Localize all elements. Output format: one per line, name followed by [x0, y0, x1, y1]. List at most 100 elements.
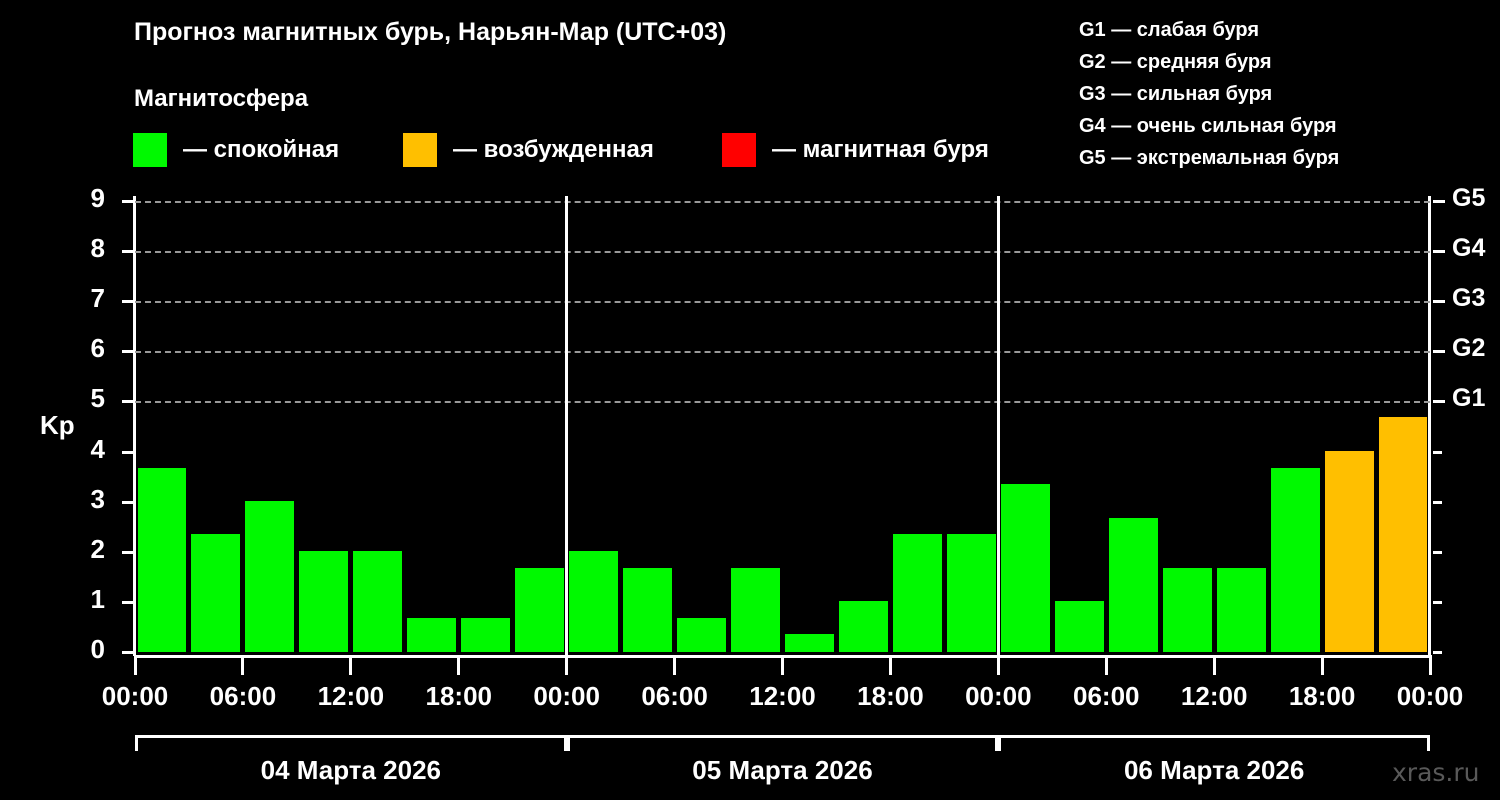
g-label-G5: G5: [1452, 184, 1486, 212]
x-tick-9: [1104, 655, 1108, 675]
day-band-1: [135, 735, 567, 751]
right-minor-tick-8: [1433, 250, 1442, 254]
right-minor-tick-7: [1433, 300, 1442, 304]
x-tick-12: [1428, 655, 1432, 675]
g-label-G2: G2: [1452, 334, 1486, 363]
x-label-9: 06:00: [1073, 681, 1140, 711]
watermark: xras.ru: [1392, 758, 1480, 787]
gridline-kp-9: [135, 201, 1430, 203]
y-tick-4: [122, 450, 134, 454]
g-label-G3: G3: [1452, 284, 1486, 313]
page-title: Прогноз магнитных бурь, Нарьян-Мар (UTC+…: [134, 18, 727, 46]
y-label-2: 2: [90, 533, 105, 564]
bar-day1-0300: [191, 534, 241, 652]
right-minor-tick-2: [1433, 550, 1442, 554]
bar-day3-0300: [1054, 600, 1104, 652]
x-label-2: 12:00: [317, 681, 385, 711]
x-tick-7: [888, 655, 892, 675]
x-label-12: 00:00: [1396, 681, 1464, 711]
gridline-kp-8: [135, 251, 1430, 254]
y-tick-2: [122, 550, 134, 554]
right-minor-tick-4: [1433, 450, 1442, 454]
bar-day3-1500: [1270, 467, 1320, 652]
right-minor-tick-5: [1433, 400, 1442, 404]
legend-swatch-active-icon: [403, 133, 437, 167]
bar-day2-0900: [731, 567, 780, 652]
gridline-kp-5: [135, 401, 1430, 404]
right-minor-tick-9: [1433, 200, 1442, 203]
bar-day2-0000: [569, 550, 619, 652]
y-tick-7: [122, 300, 134, 304]
gscale-legend-line-2: G2 — средняя буря: [1079, 51, 1272, 73]
x-label-4: 00:00: [533, 681, 600, 711]
y-label-6: 6: [90, 333, 105, 364]
right-minor-tick-6: [1433, 350, 1442, 354]
g-label-G1: G1: [1452, 384, 1486, 413]
y-label-9: 9: [90, 183, 105, 213]
bar-day2-2100: [946, 534, 996, 652]
bar-day1-0600: [245, 500, 295, 652]
bar-day2-1200: [785, 634, 834, 652]
x-label-11: 18:00: [1288, 681, 1356, 711]
right-minor-tick-3: [1433, 500, 1442, 504]
gscale-legend-line-4: G4 — очень сильная буря: [1079, 115, 1337, 137]
y-tick-0: [122, 651, 134, 654]
gscale-legend-line-1: G1 — слабая буря: [1079, 19, 1260, 41]
gscale-legend-line-3: G3 — сильная буря: [1079, 83, 1273, 105]
x-tick-8: [996, 655, 1000, 675]
legend-label-storm: — магнитная буря: [772, 136, 989, 163]
chart-plot-area: [135, 196, 1430, 660]
x-label-5: 06:00: [641, 681, 708, 711]
bar-day1-1500: [407, 617, 457, 652]
plot-right-axis-line: [1428, 196, 1431, 656]
bar-day3-2100: [1378, 417, 1428, 652]
right-minor-tick-0: [1433, 651, 1442, 654]
day-band-2: [566, 735, 999, 751]
legend-label-active: — возбужденная: [453, 136, 654, 163]
x-label-6: 12:00: [749, 681, 816, 711]
y-tick-8: [122, 250, 134, 254]
bar-day3-1800: [1324, 450, 1374, 652]
bar-day2-0300: [623, 567, 673, 652]
legend-swatch-storm-icon: [722, 133, 756, 167]
y-axis-title: Kp: [40, 410, 75, 440]
bar-day1-0900: [299, 550, 349, 652]
gscale-legend-line-5: G5 — экстремальная буря: [1079, 147, 1340, 169]
y-label-8: 8: [90, 233, 105, 264]
x-tick-6: [781, 655, 784, 675]
g-scale-legend: G1 — слабая буря G2 — средняя буря G3 — си…: [1079, 14, 1339, 174]
right-minor-tick-1: [1433, 600, 1442, 604]
y-label-5: 5: [90, 383, 105, 414]
g-label-G4: G4: [1452, 234, 1486, 263]
y-label-1: 1: [90, 583, 105, 614]
x-label-7: 18:00: [857, 681, 924, 711]
day-band-3: [998, 735, 1430, 751]
legend-entry-calm: — спокойная: [133, 133, 339, 167]
x-label-1: 06:00: [209, 681, 277, 711]
bar-day2-1800: [892, 534, 942, 652]
x-tick-5: [673, 655, 677, 675]
bar-day3-0000: [1000, 484, 1050, 652]
legend-entry-storm: — магнитная буря: [722, 133, 989, 167]
x-label-3: 18:00: [425, 681, 493, 711]
x-tick-11: [1320, 655, 1324, 675]
x-tick-4: [565, 655, 569, 675]
x-label-10: 12:00: [1180, 681, 1248, 711]
bar-day1-1800: [461, 617, 511, 652]
legend-label-calm: — спокойная: [183, 136, 340, 163]
x-tick-0: [133, 655, 137, 675]
y-tick-3: [122, 500, 134, 504]
day-separator-2: [996, 196, 1000, 660]
x-tick-2: [349, 655, 353, 675]
gridline-kp-7: [135, 301, 1430, 304]
x-tick-1: [241, 655, 245, 675]
plot-left-axis-line: [133, 196, 136, 656]
gridline-kp-6: [135, 351, 1430, 354]
day-separator-1: [565, 196, 569, 660]
x-label-8: 00:00: [965, 681, 1032, 711]
bar-day1-2100: [515, 567, 565, 652]
magnetosphere-label: Магнитосфера: [134, 85, 309, 112]
legend-entry-active: — возбужденная: [403, 133, 654, 167]
bar-day2-1500: [838, 600, 888, 652]
y-label-4: 4: [90, 433, 105, 464]
